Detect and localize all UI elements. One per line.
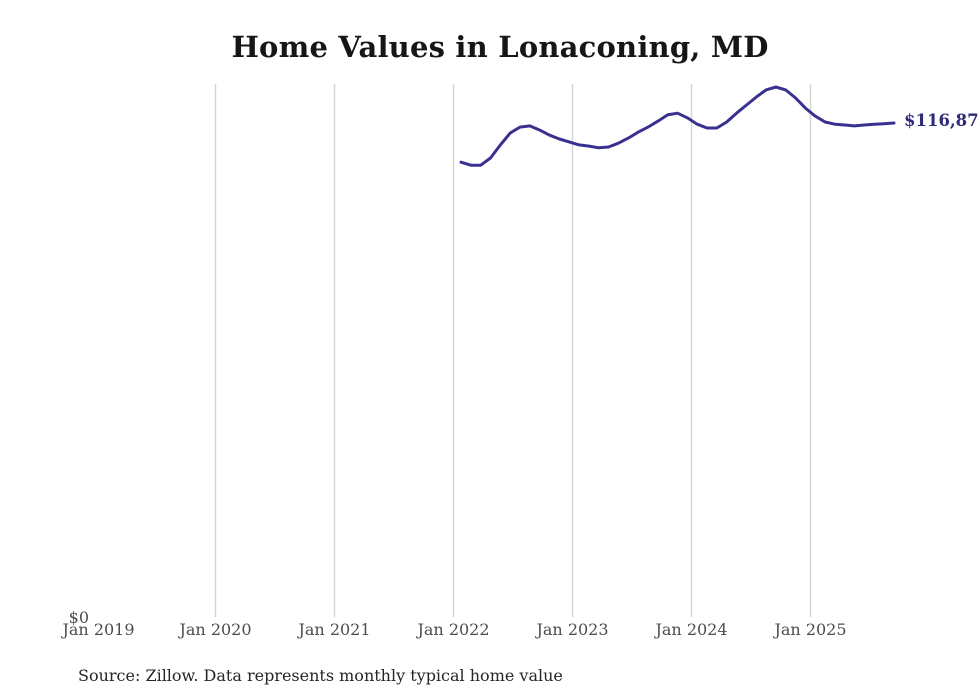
x-tick-label: Jan 2021 bbox=[298, 620, 371, 639]
x-tick-label: Jan 2023 bbox=[536, 620, 609, 639]
x-tick-label: Jan 2022 bbox=[417, 620, 490, 639]
x-tick-label: Jan 2019 bbox=[62, 620, 135, 639]
x-tick-label: Jan 2020 bbox=[179, 620, 252, 639]
x-tick-label: Jan 2025 bbox=[774, 620, 847, 639]
latest-value-label: $116,875 bbox=[904, 111, 980, 130]
year-gridlines bbox=[214, 84, 812, 617]
source-note: Source: Zillow. Data represents monthly … bbox=[78, 666, 563, 685]
x-tick-label: Jan 2024 bbox=[655, 620, 728, 639]
chart-title: Home Values in Lonaconing, MD bbox=[231, 30, 769, 64]
home-value-line bbox=[459, 85, 896, 167]
y-axis-zero-label: $0 bbox=[68, 608, 89, 627]
